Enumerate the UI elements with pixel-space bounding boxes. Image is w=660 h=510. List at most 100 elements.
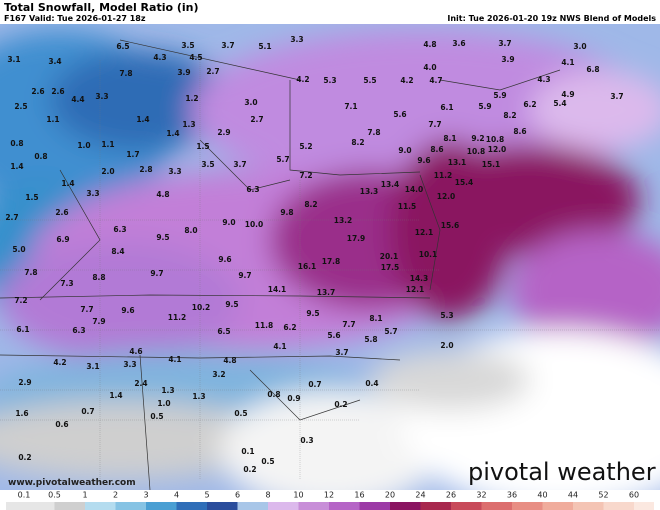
colorbar-segment: [54, 502, 85, 510]
snowfall-label: 1.5: [196, 142, 209, 151]
logo: pivotal weather: [468, 458, 656, 486]
snowfall-label: 2.9: [18, 378, 31, 387]
snowfall-label: 4.8: [223, 356, 236, 365]
snowfall-labels: 6.5 4.3 3.5 3.7 5.1 3.3 4.8 3.6 3.7 3.0 3.1 3.4 4.5 4…: [5, 35, 623, 474]
valid-time: F167 Valid: Tue 2026-01-27 18z: [4, 14, 146, 23]
snowfall-label: 7.2: [299, 171, 312, 180]
colorbar-tick-label: 52: [598, 491, 608, 500]
snowfall-label: 2.0: [101, 167, 114, 176]
snowfall-label: 5.4: [553, 99, 566, 108]
snowfall-label: 9.7: [238, 271, 251, 280]
snowfall-label: 4.1: [168, 355, 181, 364]
snowfall-label: 9.5: [156, 233, 169, 242]
snowfall-label: 13.1: [448, 158, 467, 167]
snowfall-label: 4.5: [189, 53, 202, 62]
snowfall-label: 9.2: [471, 134, 484, 143]
colorbar-segment: [573, 502, 604, 510]
colorbar-segment: [237, 502, 268, 510]
snowfall-label: 3.7: [498, 39, 511, 48]
snowfall-label: 13.2: [334, 216, 353, 225]
snowfall-label: 0.7: [308, 380, 321, 389]
snowfall-label: 0.5: [234, 409, 247, 418]
snowfall-label: 16.1: [298, 262, 317, 271]
snowfall-label: 3.3: [95, 92, 108, 101]
snowfall-label: 11.2: [168, 313, 187, 322]
colorbar-tick-label: 24: [415, 491, 425, 500]
snowfall-label: 5.3: [440, 311, 453, 320]
snowfall-label: 0.8: [267, 390, 280, 399]
snowfall-label: 2.0: [440, 341, 453, 350]
snowfall-label: 1.3: [192, 392, 205, 401]
snowfall-label: 2.6: [51, 87, 64, 96]
snowfall-label: 5.0: [12, 245, 25, 254]
snowfall-label: 5.2: [299, 142, 312, 151]
snowfall-label: 0.4: [365, 379, 378, 388]
snowfall-label: 3.0: [573, 42, 586, 51]
colorbar-tick-label: 44: [568, 491, 578, 500]
snowfall-label: 12.0: [437, 192, 456, 201]
snowfall-label: 9.5: [306, 309, 319, 318]
snowfall-label: 4.9: [561, 90, 574, 99]
snowfall-label: 15.4: [455, 178, 474, 187]
snowfall-label: 10.8: [467, 147, 486, 156]
snowfall-label: 4.7: [429, 76, 442, 85]
snowfall-label: 3.2: [212, 370, 225, 379]
snowfall-label: 5.6: [327, 331, 340, 340]
snowfall-label: 3.9: [501, 55, 514, 64]
snowfall-label: 8.2: [503, 111, 516, 120]
url: www.pivotalweather.com: [8, 478, 136, 488]
snowfall-label: 1.5: [25, 193, 38, 202]
colorbar-tick-label: 3: [143, 491, 148, 500]
snowfall-label: 1.0: [157, 399, 170, 408]
colorbar-tick-label: 2: [113, 491, 118, 500]
colorbar-tick-label: 4: [174, 491, 179, 500]
snowfall-label: 5.9: [493, 91, 506, 100]
colorbar-tick-label: 5: [204, 491, 209, 500]
snowfall-label: 6.1: [440, 103, 453, 112]
snowfall-label: 8.4: [111, 247, 124, 256]
colorbar-tick-label: 16: [354, 491, 364, 500]
snowfall-label: 2.7: [206, 67, 219, 76]
snowfall-label: 17.9: [347, 234, 366, 243]
snowfall-label: 1.7: [126, 150, 139, 159]
snowfall-label: 6.3: [72, 326, 85, 335]
snowfall-label: 7.8: [24, 268, 37, 277]
colorbar-segment: [146, 502, 177, 510]
colorbar-tick-label: 6: [235, 491, 240, 500]
colorbar-segment: [603, 502, 634, 510]
snowfall-label: 6.2: [283, 323, 296, 332]
snowfall-label: 17.5: [381, 263, 400, 272]
snowfall-label: 1.4: [10, 162, 23, 171]
snowfall-label: 4.2: [400, 76, 413, 85]
snowfall-label: 8.1: [369, 314, 382, 323]
snowfall-label: 3.7: [610, 92, 623, 101]
snowfall-label: 2.8: [139, 165, 152, 174]
snowfall-label: 5.8: [364, 335, 377, 344]
snowfall-label: 14.0: [405, 185, 424, 194]
snowfall-label: 4.3: [153, 53, 166, 62]
snowfall-label: 2.5: [14, 102, 27, 111]
snowfall-label: 9.0: [222, 218, 235, 227]
snowfall-label: 3.3: [290, 35, 303, 44]
snowfall-label: 0.9: [287, 394, 300, 403]
snowfall-label: 8.6: [513, 127, 526, 136]
colorbar-segment: [451, 502, 482, 510]
colorbar: 0.1 0.5 1 2 3 4 5 6 8 10 12 16 20 24 26 32 36 40 44 52 60: [6, 491, 654, 510]
snowfall-label: 3.1: [7, 55, 20, 64]
snowfall-label: 3.3: [168, 167, 181, 176]
snowfall-label: 0.6: [55, 420, 68, 429]
snowfall-label: 1.3: [161, 386, 174, 395]
snowfall-label: 7.9: [92, 317, 105, 326]
snowfall-label: 4.4: [71, 95, 84, 104]
snowfall-label: 8.2: [351, 138, 364, 147]
colorbar-segment: [634, 502, 654, 510]
snowfall-label: 0.5: [150, 412, 163, 421]
snowfall-label: 9.0: [398, 146, 411, 155]
snowfall-label: 4.8: [423, 40, 436, 49]
snowfall-label: 0.2: [18, 453, 31, 462]
snowfall-label: 2.7: [5, 213, 18, 222]
snowfall-label: 1.4: [166, 129, 179, 138]
snowfall-label: 7.8: [367, 128, 380, 137]
snowfall-label: 12.0: [488, 145, 507, 154]
